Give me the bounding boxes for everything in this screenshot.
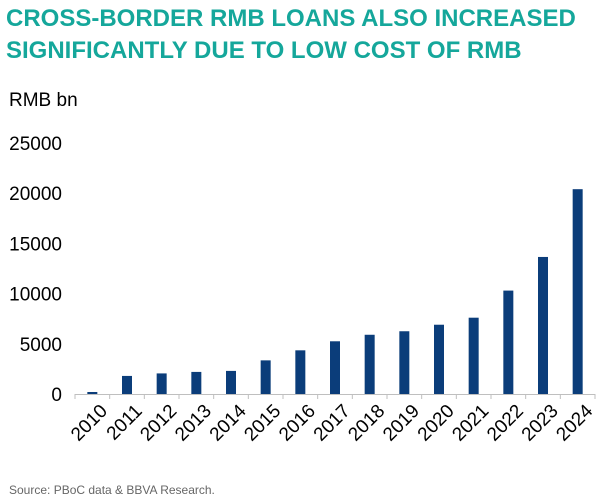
bar-2017 <box>330 341 340 394</box>
y-tick-label: 25000 <box>9 134 62 155</box>
bar-2012 <box>156 373 167 394</box>
chart-title-line-1: CROSS-BORDER RMB LOANS ALSO INCREASED <box>6 5 576 32</box>
bar-2011 <box>122 375 132 394</box>
bar-2020 <box>434 324 444 394</box>
x-tick-label: 2013 <box>171 401 216 446</box>
x-tick-label: 2011 <box>103 401 147 445</box>
x-tick-label: 2019 <box>379 401 424 446</box>
bar-2022 <box>503 290 514 394</box>
x-tick-label: 2024 <box>553 400 598 445</box>
bar-2018 <box>364 334 375 394</box>
x-tick-label: 2015 <box>241 401 286 446</box>
bar-2021 <box>468 317 479 394</box>
chart-title-line-2: SIGNIFICANTLY DUE TO LOW COST OF RMB <box>6 37 522 64</box>
y-tick-label: 20000 <box>9 184 62 205</box>
bar-2014 <box>226 370 236 394</box>
y-tick-label: 15000 <box>9 234 62 255</box>
x-tick-label: 2022 <box>483 401 528 446</box>
bar-2024 <box>572 189 583 394</box>
source-note: Source: PBoC data & BBVA Research. <box>9 483 215 497</box>
chart-title: CROSS-BORDER RMB LOANS ALSO INCREASED SI… <box>6 3 602 67</box>
x-tick-label: 2020 <box>414 401 459 446</box>
y-tick-label: 5000 <box>20 335 62 356</box>
bar-2019 <box>399 331 410 394</box>
x-tick-label: 2012 <box>137 401 182 446</box>
x-tick-label: 2010 <box>67 401 112 446</box>
x-tick-label: 2016 <box>275 401 320 446</box>
bar-2016 <box>295 350 306 394</box>
bar-2015 <box>260 360 271 394</box>
bar-2010 <box>87 391 98 394</box>
y-tick-label: 10000 <box>9 285 62 306</box>
bar-chart: 0500010000150002000025000201020112012201… <box>9 134 598 446</box>
x-tick-label: 2018 <box>345 401 390 446</box>
x-tick-label: 2014 <box>206 400 251 445</box>
bar-2023 <box>538 256 548 394</box>
bar-2013 <box>191 371 202 394</box>
y-axis-unit-label: RMB bn <box>9 90 78 111</box>
x-tick-label: 2023 <box>518 401 563 446</box>
x-tick-label: 2021 <box>449 401 494 446</box>
y-tick-label: 0 <box>51 385 62 406</box>
x-tick-label: 2017 <box>310 401 355 446</box>
